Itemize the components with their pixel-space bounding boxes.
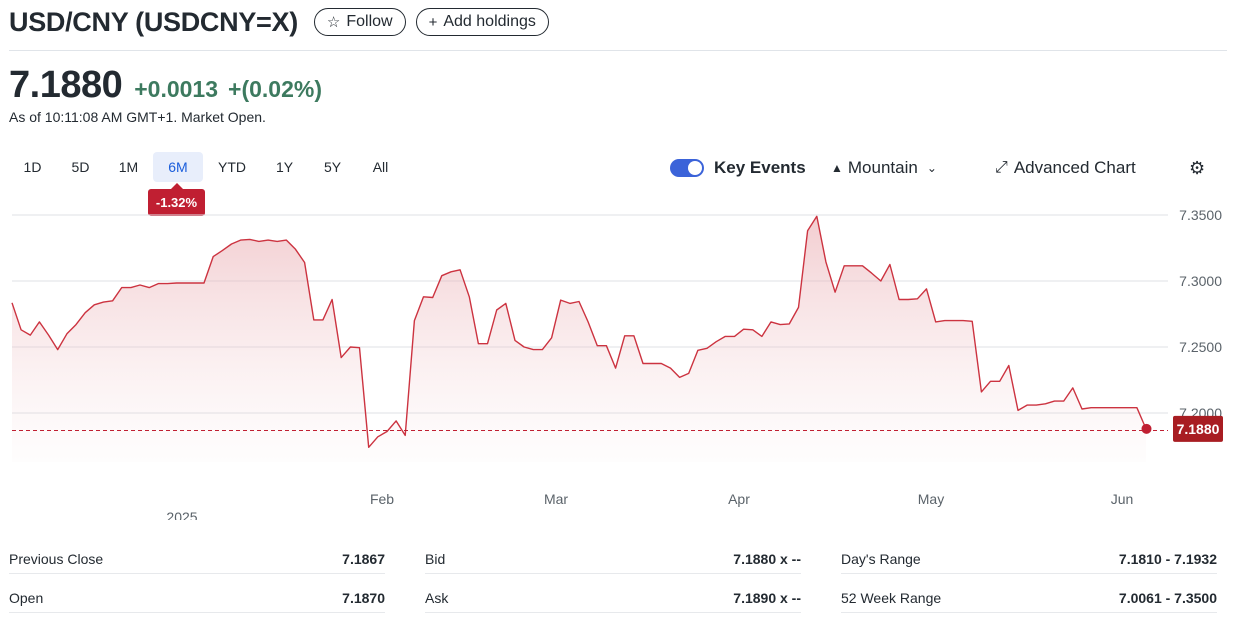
stats-divider — [841, 612, 1217, 613]
star-outline-icon: ☆ — [326, 14, 341, 31]
stat-label-days-range: Day's Range — [841, 551, 921, 567]
advanced-chart-button[interactable]: ⤢ Advanced Chart — [995, 155, 1136, 181]
range-5y[interactable]: 5Y — [323, 159, 342, 175]
x-tick-label: May — [918, 491, 944, 507]
range-5d[interactable]: 5D — [71, 159, 90, 175]
range-6m[interactable]: 6M — [153, 152, 203, 182]
y-tick-label: 7.3000 — [1179, 273, 1222, 289]
y-tick-label: 7.2500 — [1179, 339, 1222, 355]
y-tick-label: 7.3500 — [1179, 207, 1222, 223]
last-price-marker — [1141, 423, 1152, 434]
as-of-timestamp: As of 10:11:08 AM GMT+1. Market Open. — [9, 109, 266, 125]
stat-label-ask: Ask — [425, 590, 449, 606]
stats-divider — [425, 612, 801, 613]
page-title: USD/CNY (USDCNY=X) — [9, 6, 298, 37]
range-1y[interactable]: 1Y — [275, 159, 294, 175]
stats-row: Previous Close 7.1867 Bid 7.1880 x -- Da… — [9, 548, 1217, 574]
x-tick-label: Apr — [728, 491, 750, 507]
last-price-tag — [1173, 415, 1223, 442]
stat-value-ask: 7.1890 x -- — [733, 590, 801, 606]
add-holdings-label: Add holdings — [443, 13, 536, 30]
price-change: +0.0013 — [134, 76, 219, 102]
price-line — [11, 215, 1147, 448]
header-divider — [9, 50, 1227, 51]
stat-label-previous-close: Previous Close — [9, 551, 104, 567]
range-1d[interactable]: 1D — [23, 159, 42, 175]
price-chart[interactable]: 7.3500 7.3000 7.2500 7.2000 7.1880 Feb Mar Apr M… — [0, 200, 1248, 520]
stat-value-bid: 7.1880 x -- — [733, 551, 801, 567]
range-change-badge: -1.32% — [148, 183, 205, 216]
quote-header: USD/CNY (USDCNY=X) ☆ Follow + Add holdin… — [9, 4, 549, 40]
x-tick-label: Mar — [544, 491, 568, 507]
range-all[interactable]: All — [372, 159, 389, 175]
price-change-percent: +(0.02%) — [228, 76, 322, 102]
key-events-toggle[interactable]: Key Events — [670, 155, 806, 181]
stats-divider — [425, 573, 801, 574]
follow-button[interactable]: ☆ Follow — [313, 8, 406, 36]
stat-value-previous-close: 7.1867 — [342, 551, 385, 567]
add-holdings-button[interactable]: + Add holdings — [415, 8, 549, 36]
x-year-label: 2025 — [166, 509, 197, 520]
x-tick-label: Feb — [370, 491, 394, 507]
quote-block: 7.1880 +0.0013 +(0.02%) — [9, 64, 322, 107]
stat-label-open: Open — [9, 590, 44, 606]
x-tick-label: Jun — [1111, 491, 1134, 507]
range-ytd[interactable]: YTD — [218, 159, 246, 175]
toggle-switch[interactable] — [670, 159, 704, 177]
mountain-icon: ▲ — [831, 161, 843, 175]
range-selector: 1D 5D 1M 6M YTD 1Y 5Y All — [9, 152, 405, 182]
stats-divider — [9, 612, 385, 613]
stats-divider — [841, 573, 1217, 574]
follow-label: Follow — [346, 13, 393, 30]
plus-icon: + — [428, 13, 438, 31]
advanced-chart-label: Advanced Chart — [1013, 158, 1136, 177]
chart-type-label: Mountain — [847, 158, 918, 177]
stat-value-days-range: 7.1810 - 7.1932 — [1118, 551, 1217, 567]
price-area-fill — [12, 216, 1146, 462]
stat-label-bid: Bid — [425, 551, 446, 567]
stats-divider — [9, 573, 385, 574]
stat-label-52-week-range: 52 Week Range — [841, 590, 942, 606]
stat-value-52-week-range: 7.0061 - 7.3500 — [1118, 590, 1217, 606]
stats-row: Open 7.1870 Ask 7.1890 x -- 52 Week Rang… — [9, 587, 1217, 613]
expand-icon: ⤢ — [995, 159, 1008, 176]
current-price: 7.1880 — [9, 64, 123, 106]
chevron-down-icon: ⌄ — [926, 161, 937, 175]
chart-type-dropdown[interactable]: ▲ Mountain ⌄ — [831, 155, 937, 181]
stat-value-open: 7.1870 — [342, 590, 385, 606]
key-events-label: Key Events — [714, 158, 806, 177]
range-1m[interactable]: 1M — [118, 159, 139, 175]
last-price-label: 7.1880 — [1177, 421, 1220, 437]
settings-button[interactable]: ⚙ — [1189, 155, 1205, 181]
gear-icon: ⚙ — [1189, 157, 1206, 178]
